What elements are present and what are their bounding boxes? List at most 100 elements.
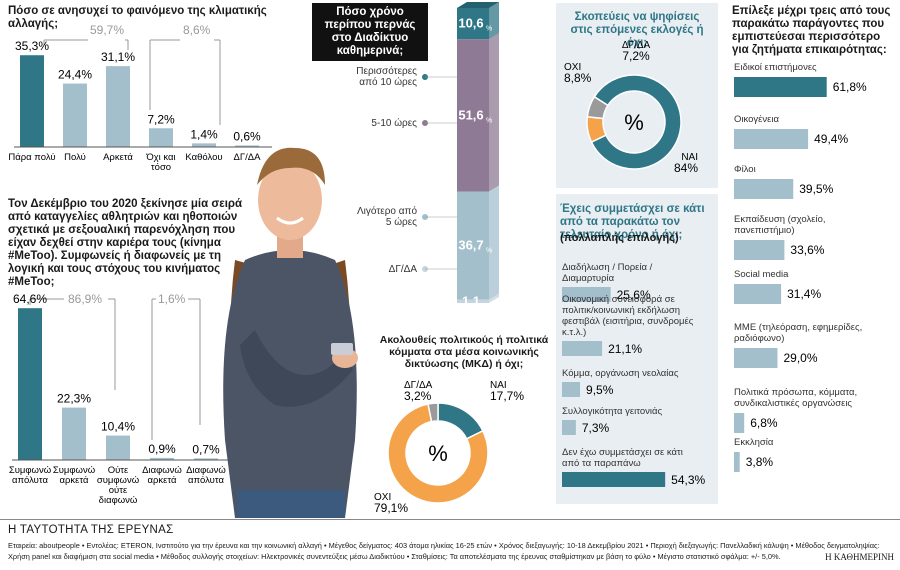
donut-center: % bbox=[428, 441, 448, 466]
bar-label: διαφωνώ bbox=[99, 495, 138, 505]
item-value: 6,8% bbox=[750, 416, 778, 430]
bar bbox=[192, 143, 216, 147]
item-value: 61,8% bbox=[833, 80, 867, 94]
q7-chart: Ειδικοί επιστήμονες 61,8% Οικογένεια 49,4% Φ… bbox=[734, 62, 867, 472]
item-value: 9,5% bbox=[586, 383, 614, 397]
segment-label: 5-10 ώρες bbox=[371, 117, 417, 129]
segment-label: 5 ώρες bbox=[386, 216, 417, 228]
q1-sum-a: 59,7% bbox=[90, 23, 125, 37]
bar bbox=[149, 128, 173, 147]
q1-title: Πόσο σε ανησυχεί το φαινόμενο της κλιματ… bbox=[8, 5, 267, 30]
bar-value: 0,6% bbox=[233, 129, 261, 143]
item-bar bbox=[562, 382, 581, 397]
bar-label: αρκετά bbox=[148, 475, 177, 486]
item-label: Δεν έχω συμμετάσχει σε κάτι bbox=[562, 447, 683, 458]
q6-subtitle: (πολλαπλής επιλογής) bbox=[560, 232, 679, 244]
item-value: 49,4% bbox=[814, 132, 848, 146]
column-side bbox=[489, 33, 499, 192]
bar-value: 35,3% bbox=[15, 39, 49, 53]
student-illustration bbox=[223, 147, 358, 518]
item-bar bbox=[562, 420, 576, 435]
segment-label: Λιγότερο από bbox=[357, 205, 417, 217]
segment-unit: % bbox=[486, 303, 492, 310]
bar-value: 22,3% bbox=[57, 392, 91, 406]
item-value: 21,1% bbox=[608, 342, 642, 356]
item-bar bbox=[734, 240, 785, 260]
item-label: Πολιτικά πρόσωπα, κόμματα, bbox=[734, 387, 857, 398]
item-label: φεστιβάλ (εισιτήρια, συνδρομές bbox=[562, 316, 694, 327]
q6-chart: Διαδήλωση / Πορεία /Διαμαρτυρία25,6%Οικο… bbox=[562, 262, 706, 487]
bar-value: 7,2% bbox=[147, 112, 175, 126]
q2-sum-a: 86,9% bbox=[68, 292, 103, 306]
segment-value: 36,7 bbox=[458, 238, 483, 253]
segment-value: 51,6 bbox=[458, 107, 483, 122]
slice-value: 7,2% bbox=[622, 49, 650, 63]
footer-title: Η ΤΑΥΤΟΤΗΤΑ ΤΗΣ ΕΡΕΥΝΑΣ bbox=[8, 524, 174, 536]
bar bbox=[62, 407, 86, 460]
item-label: Εκκλησία bbox=[734, 437, 774, 448]
q3-title-box bbox=[312, 3, 428, 61]
column-segment bbox=[457, 39, 489, 192]
q7-title: Επίλεξε μέχρι τρεις από τους παρακάτω πα… bbox=[732, 5, 891, 56]
bar-label: αρκετά bbox=[60, 475, 89, 486]
bar-value: 1,4% bbox=[190, 127, 218, 141]
q1-chart: 35,3% Πάρα πολύ 24,4% Πολύ 31,1% Αρκετά 7,2% Όχ… bbox=[8, 39, 272, 173]
bar-value: 31,1% bbox=[101, 50, 135, 64]
item-bar bbox=[734, 348, 778, 368]
bar-value: 64,6% bbox=[13, 292, 47, 306]
item-bar bbox=[562, 287, 611, 302]
donut-slice bbox=[387, 403, 489, 504]
item-value: 29,0% bbox=[784, 351, 818, 365]
item-label: κ.τ.λ.) bbox=[562, 327, 586, 338]
slice-value: 84% bbox=[674, 161, 698, 175]
q5-title: Ακολουθείς πολιτικούς ή πολιτικά κόμματα… bbox=[379, 334, 549, 370]
q2-sum-b: 1,6% bbox=[158, 292, 186, 306]
footer-line1: Εταιρεία: aboutpeople • Εντολέας: ΕΤΕRON… bbox=[8, 541, 880, 550]
q1-sum-b: 8,6% bbox=[183, 23, 211, 37]
bar-label: ΔΓ/ΔΑ bbox=[234, 152, 262, 163]
column-side bbox=[489, 2, 499, 40]
item-label: Social media bbox=[734, 269, 789, 280]
item-label: πανεπιστήμιο) bbox=[734, 225, 795, 236]
slice-label: ΝΑΙ bbox=[490, 380, 507, 391]
bar-label: Όχι και bbox=[145, 152, 175, 163]
bar-label: τόσο bbox=[151, 162, 171, 173]
item-bar bbox=[562, 472, 666, 487]
footer-brand: Η ΚΑΘΗΜΕΡΙΝΗ bbox=[825, 552, 894, 562]
bar bbox=[150, 457, 174, 460]
bar-label: απόλυτα bbox=[12, 475, 48, 486]
footer: Η ΤΑΥΤΟΤΗΤΑ ΤΗΣ ΕΡΕΥΝΑΣ Εταιρεία: aboutp… bbox=[0, 519, 900, 570]
slice-label: ΟΧΙ bbox=[374, 492, 391, 503]
item-bar bbox=[734, 129, 809, 149]
column-segment bbox=[457, 191, 489, 300]
item-label: Οικονομική συνεισφορά σε bbox=[562, 294, 676, 305]
item-value: 54,3% bbox=[671, 473, 705, 487]
q2-title: Τον Δεκέμβριο του 2020 ξεκίνησε μία σειρ… bbox=[8, 198, 243, 288]
bar bbox=[63, 83, 87, 147]
item-label: Διαδήλωση / Πορεία / bbox=[562, 262, 653, 273]
bar-label: Διαφωνώ bbox=[142, 465, 182, 476]
q3-title: Πόσο χρόνο περίπου περνάς στο Διαδίκτυο … bbox=[324, 6, 416, 57]
item-label: ραδιόφωνο) bbox=[734, 333, 784, 344]
item-label: από τα παραπάνω bbox=[562, 458, 641, 469]
column-side bbox=[489, 293, 499, 303]
segment-label: Περισσότερες bbox=[356, 65, 417, 77]
bar-value: 0,9% bbox=[148, 442, 176, 456]
item-bar bbox=[734, 284, 782, 304]
item-label: ΜΜΕ (τηλεόραση, εφημερίδες, bbox=[734, 322, 862, 333]
bar bbox=[106, 66, 130, 147]
item-label: Οικογένεια bbox=[734, 114, 779, 125]
bar-label: Καθόλου bbox=[185, 152, 222, 163]
slice-label: ΔΓ/ΔΑ bbox=[404, 380, 433, 391]
bar bbox=[20, 55, 44, 147]
item-label: συνδικαλιστικές οργανώσεις bbox=[734, 398, 852, 409]
bar-label: ούτε bbox=[109, 485, 128, 496]
item-label: Φίλοι bbox=[734, 164, 756, 175]
segment-label: ΔΓ/ΔΑ bbox=[389, 264, 418, 275]
bar-label: απόλυτα bbox=[188, 475, 224, 486]
footer-line2: Χρήση panel και διαφήμιση στα social med… bbox=[8, 552, 781, 561]
bar-value: 24,4% bbox=[58, 68, 92, 82]
slice-value: 8,8% bbox=[564, 71, 592, 85]
bar-label: Πάρα πολύ bbox=[8, 152, 55, 163]
